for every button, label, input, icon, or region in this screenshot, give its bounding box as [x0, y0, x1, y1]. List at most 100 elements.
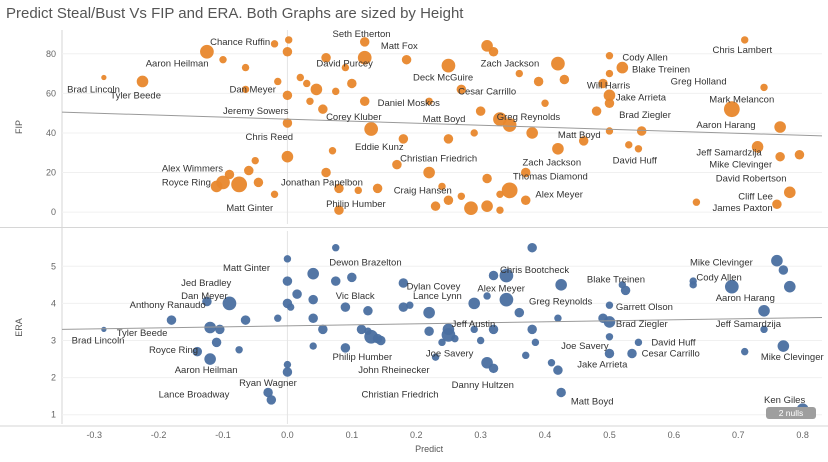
- point-label: Joe Savery: [561, 341, 609, 352]
- data-point: [224, 169, 235, 180]
- point-label: Aaron Harang: [696, 120, 755, 131]
- point-label: Jeff Samardzija: [696, 148, 762, 159]
- x-tick-label: 0.5: [603, 430, 616, 440]
- data-point: [499, 292, 514, 307]
- data-point: [531, 338, 540, 347]
- data-point: [634, 338, 643, 347]
- y-tick-label: 2: [51, 373, 56, 383]
- point-label: Greg Reynolds: [529, 297, 593, 308]
- point-label: Mark Melancon: [709, 94, 774, 105]
- data-point: [522, 351, 530, 360]
- data-point: [520, 195, 531, 205]
- point-label: Chris Bootcheck: [500, 265, 569, 276]
- point-label: Craig Hansen: [394, 185, 452, 196]
- data-point: [282, 367, 293, 377]
- data-point: [332, 244, 340, 252]
- point-label: Brad Ziegler: [616, 319, 668, 330]
- data-point: [625, 141, 633, 149]
- point-label: Matt Ginter: [223, 263, 270, 274]
- data-point: [760, 325, 768, 334]
- data-point: [605, 69, 614, 78]
- data-point: [451, 334, 459, 343]
- data-point: [296, 73, 305, 82]
- data-point: [470, 325, 478, 334]
- point-label: Aaron Heilman: [175, 365, 238, 376]
- data-point: [456, 84, 467, 95]
- data-point: [401, 54, 412, 65]
- data-point: [308, 294, 318, 305]
- point-label: Jake Arrieta: [577, 360, 628, 371]
- data-point: [364, 327, 372, 335]
- data-point: [443, 195, 454, 205]
- data-point: [347, 78, 357, 89]
- point-label: Anthony Ranaudo: [130, 300, 206, 311]
- point-label: Danny Hultzen: [452, 380, 514, 391]
- data-point: [244, 165, 254, 176]
- data-point: [475, 106, 486, 116]
- data-point: [431, 353, 440, 361]
- data-point: [204, 353, 216, 365]
- data-point: [363, 306, 373, 316]
- data-point: [340, 302, 351, 312]
- data-point: [605, 301, 614, 309]
- data-point: [496, 190, 504, 199]
- point-label: Alex Meyer: [535, 189, 583, 200]
- data-point: [136, 75, 149, 88]
- data-point: [496, 206, 504, 214]
- data-point: [231, 176, 248, 193]
- x-tick-label: 0.7: [732, 430, 745, 440]
- x-tick-label: 0.6: [668, 430, 681, 440]
- data-point: [330, 276, 341, 286]
- data-point: [547, 359, 556, 367]
- point-label: Brad Lincoln: [67, 84, 120, 95]
- data-point: [372, 183, 383, 194]
- data-point: [423, 306, 435, 319]
- data-point: [307, 267, 319, 280]
- data-point: [340, 343, 351, 353]
- data-point: [101, 326, 107, 333]
- data-point: [406, 301, 414, 309]
- data-point: [241, 85, 250, 94]
- point-label: Philip Humber: [326, 199, 386, 210]
- data-point: [527, 242, 537, 253]
- data-point: [310, 83, 323, 96]
- data-point: [334, 183, 344, 194]
- data-point: [470, 129, 478, 137]
- null-badge: [766, 407, 816, 419]
- trend-line: [61, 111, 823, 137]
- data-point: [283, 360, 292, 369]
- point-label: Tyler Beede: [110, 90, 161, 101]
- y-tick-label: 20: [46, 168, 56, 178]
- data-point: [551, 56, 565, 71]
- point-label: Matt Ginter: [226, 203, 273, 214]
- data-point: [441, 58, 456, 73]
- point-label: Matt Boyd: [571, 397, 614, 408]
- data-point: [552, 142, 564, 155]
- point-label: Philip Humber: [333, 352, 393, 363]
- data-point: [483, 292, 491, 300]
- point-label: Cody Allen: [622, 53, 667, 64]
- y-axis-label: FIP: [14, 120, 24, 134]
- data-point: [356, 324, 367, 335]
- data-point: [328, 147, 337, 155]
- data-point: [578, 136, 589, 146]
- data-point: [488, 363, 499, 374]
- data-point: [499, 268, 514, 283]
- data-point: [488, 47, 499, 57]
- data-point: [481, 200, 493, 212]
- point-label: Blake Treinen: [587, 274, 645, 285]
- data-point: [309, 342, 317, 350]
- data-point: [270, 190, 279, 199]
- data-point: [359, 96, 370, 107]
- point-label: Dylan Covey: [407, 282, 461, 293]
- point-label: Alex Meyer: [477, 284, 525, 295]
- data-point: [270, 40, 279, 48]
- point-label: Joe Savery: [426, 348, 474, 359]
- point-label: Daniel Moskos: [378, 98, 441, 109]
- data-point: [783, 280, 796, 293]
- data-point: [376, 335, 386, 346]
- point-label: Zach Jackson: [523, 158, 582, 169]
- x-tick-label: 0.1: [346, 430, 359, 440]
- point-label: Jonathan Papelbon: [281, 177, 363, 188]
